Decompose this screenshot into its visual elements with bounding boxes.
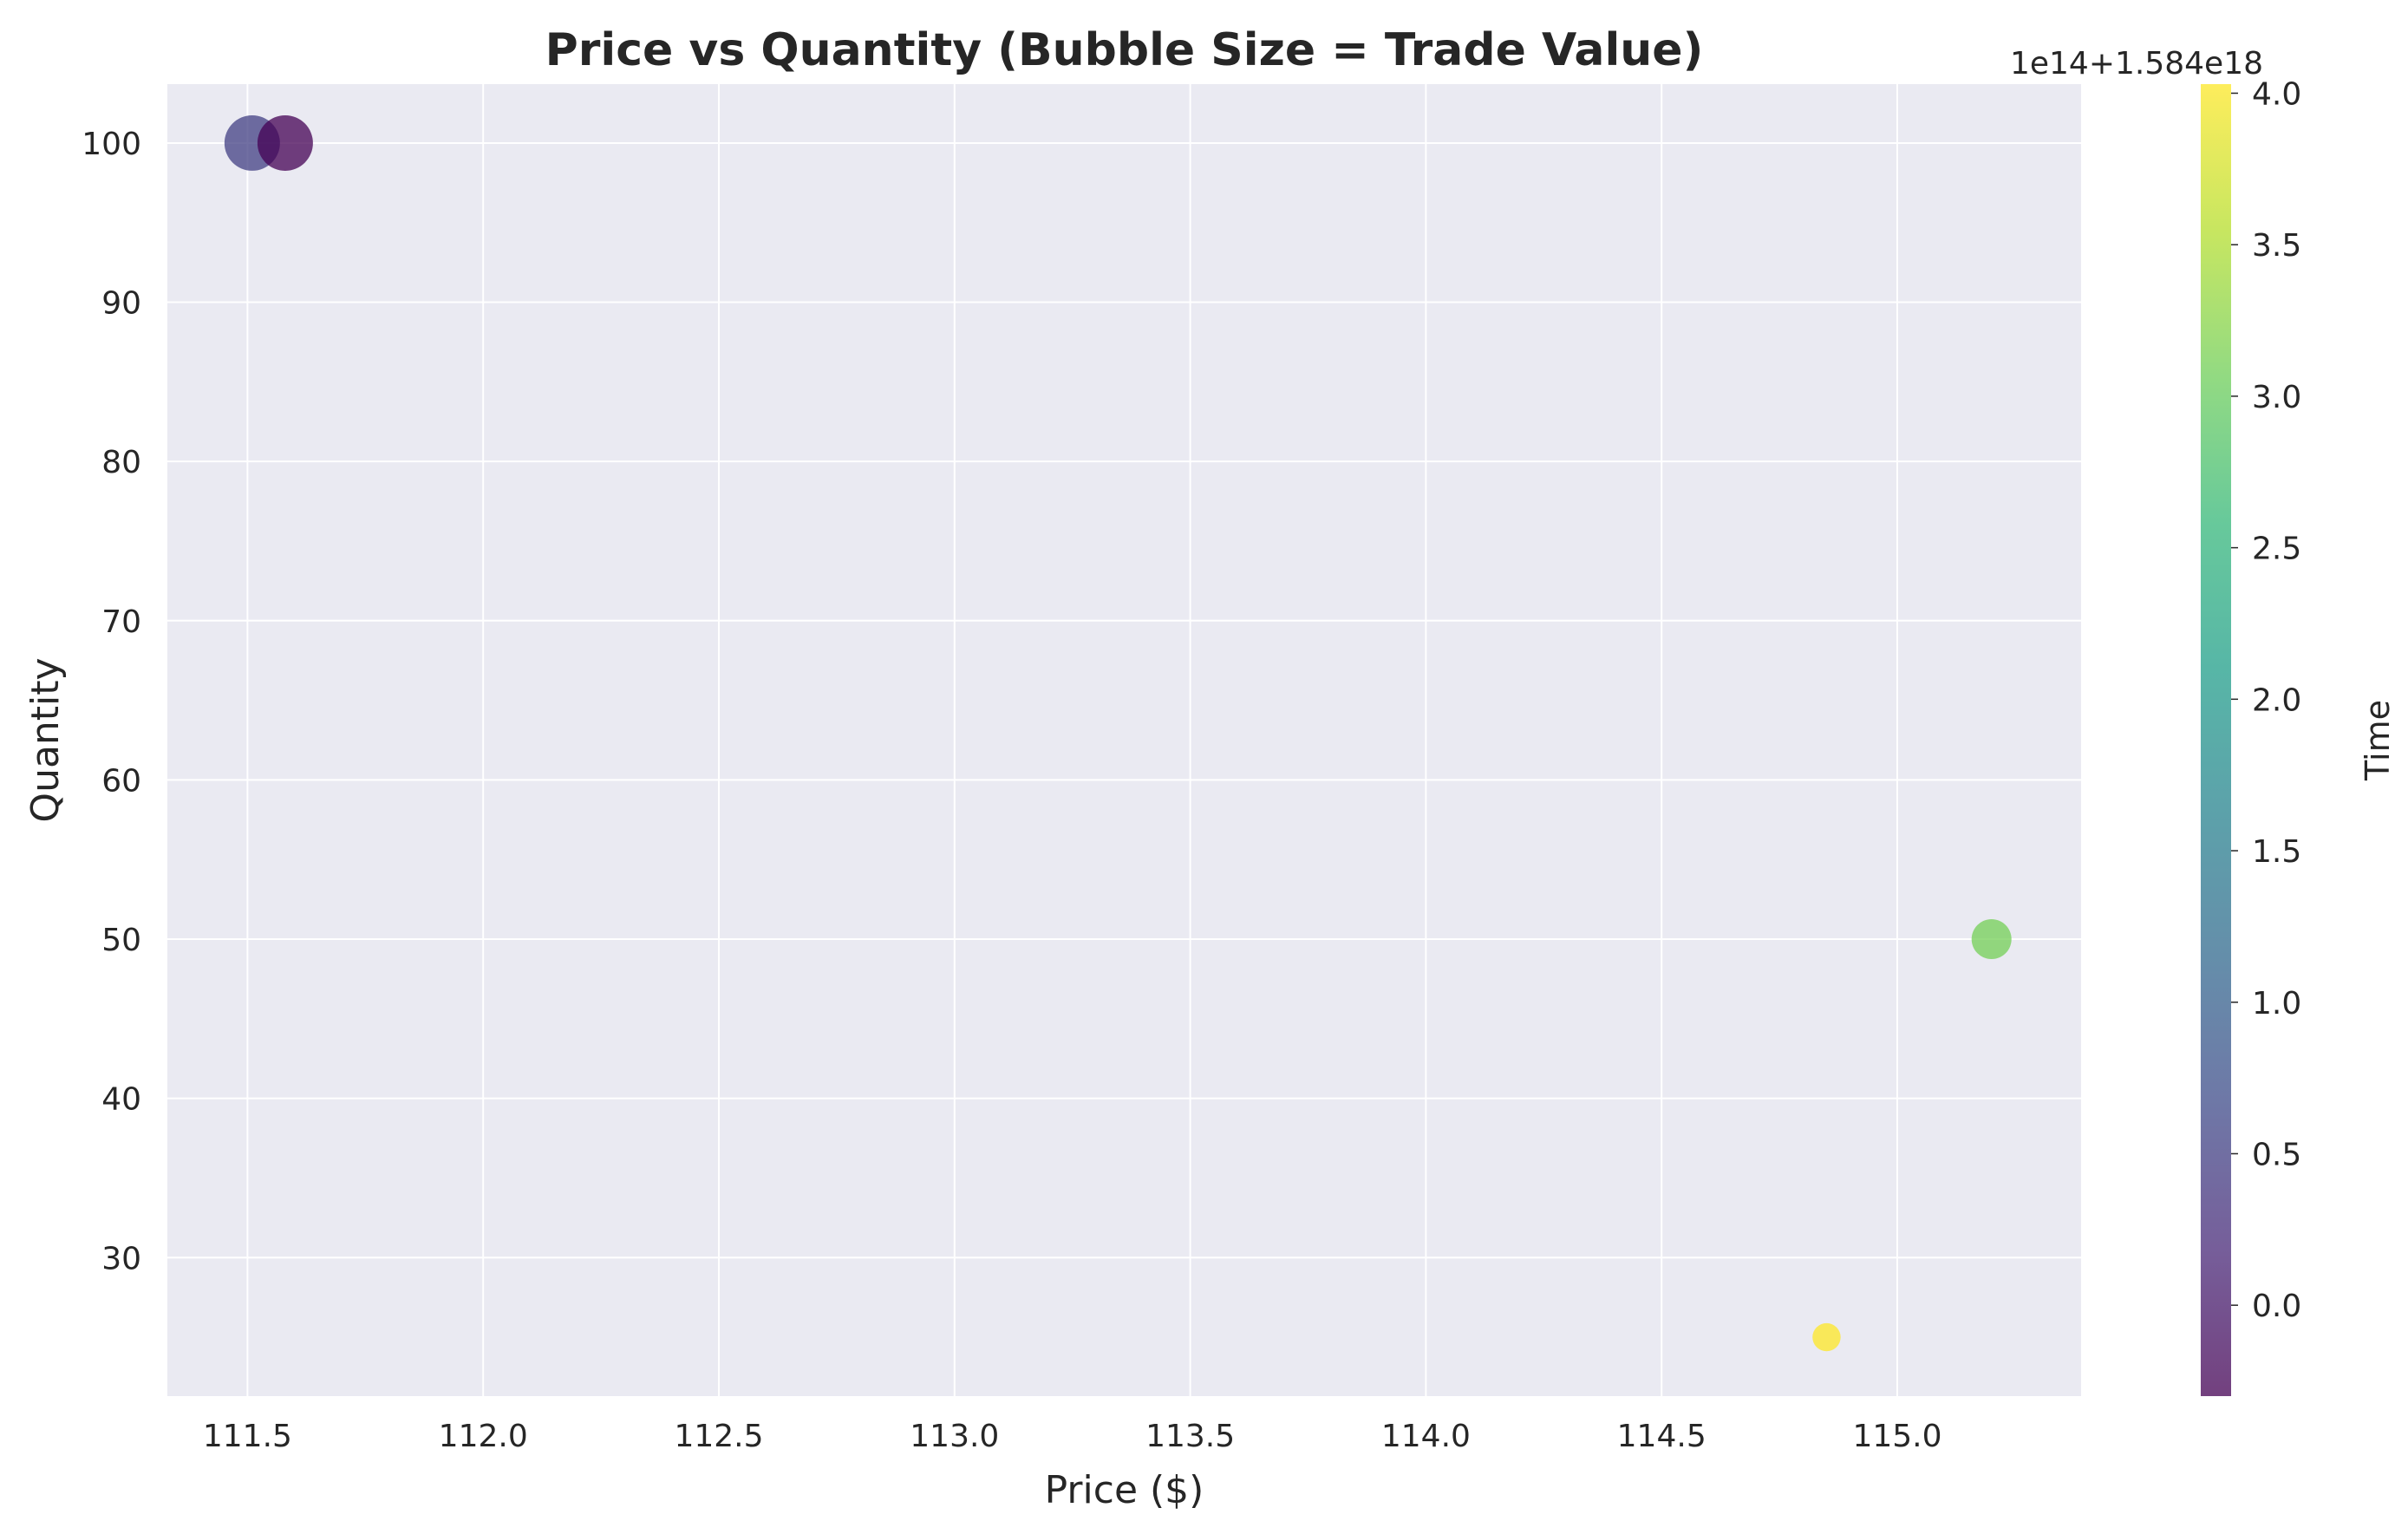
x-tick-label: 114.5 bbox=[1617, 1419, 1706, 1454]
colorbar-tick-label: 4.0 bbox=[2252, 76, 2301, 112]
colorbar-tick-label: 0.5 bbox=[2252, 1137, 2301, 1172]
chart-title: Price vs Quantity (Bubble Size = Trade V… bbox=[545, 24, 1704, 76]
x-tick-label: 112.0 bbox=[439, 1419, 528, 1454]
y-tick-label: 80 bbox=[101, 445, 141, 480]
y-tick-labels: 30 40 50 60 70 80 90 100 bbox=[82, 127, 141, 1276]
data-points bbox=[224, 114, 2012, 1352]
y-axis-label: Quantity bbox=[23, 657, 68, 822]
y-tick-label: 60 bbox=[101, 763, 141, 799]
colorbar-tick-label: 3.0 bbox=[2252, 380, 2301, 415]
x-tick-label: 114.0 bbox=[1381, 1419, 1471, 1454]
colorbar-tick-label: 2.5 bbox=[2252, 532, 2301, 567]
colorbar-tick-label: 3.5 bbox=[2252, 228, 2301, 264]
x-tick-label: 112.5 bbox=[674, 1419, 763, 1454]
x-tick-label: 111.5 bbox=[203, 1419, 292, 1454]
x-tick-label: 115.0 bbox=[1852, 1419, 1941, 1454]
y-tick-label: 50 bbox=[101, 923, 141, 958]
plot-area bbox=[167, 84, 2081, 1396]
colorbar-tick-label: 0.0 bbox=[2252, 1289, 2301, 1324]
data-point bbox=[1971, 919, 2012, 960]
y-tick-label: 100 bbox=[82, 127, 141, 162]
colorbar-offset-text: 1e14+1.584e18 bbox=[2010, 46, 2263, 82]
colorbar-tick-label: 1.5 bbox=[2252, 834, 2301, 870]
data-point bbox=[1812, 1322, 1841, 1352]
y-tick-label: 40 bbox=[101, 1082, 141, 1118]
grid-lines bbox=[167, 84, 2081, 1396]
y-tick-label: 30 bbox=[101, 1241, 141, 1276]
colorbar-tick-label: 1.0 bbox=[2252, 986, 2301, 1022]
data-point bbox=[257, 114, 313, 171]
x-tick-labels: 111.5 112.0 112.5 113.0 113.5 114.0 114.5 115.0 bbox=[203, 1419, 1942, 1454]
colorbar-tick-labels: 0.0 0.5 1.0 1.5 2.0 2.5 3.0 3.5 4.0 bbox=[2231, 76, 2301, 1324]
colorbar-tick-label: 2.0 bbox=[2252, 682, 2301, 718]
x-axis-label: Price ($) bbox=[1045, 1468, 1204, 1512]
x-tick-label: 113.5 bbox=[1145, 1419, 1235, 1454]
x-tick-label: 113.0 bbox=[910, 1419, 999, 1454]
colorbar-label: Time bbox=[2359, 700, 2397, 781]
y-tick-label: 90 bbox=[101, 286, 141, 322]
colorbar bbox=[2201, 84, 2231, 1396]
y-tick-label: 70 bbox=[101, 604, 141, 640]
